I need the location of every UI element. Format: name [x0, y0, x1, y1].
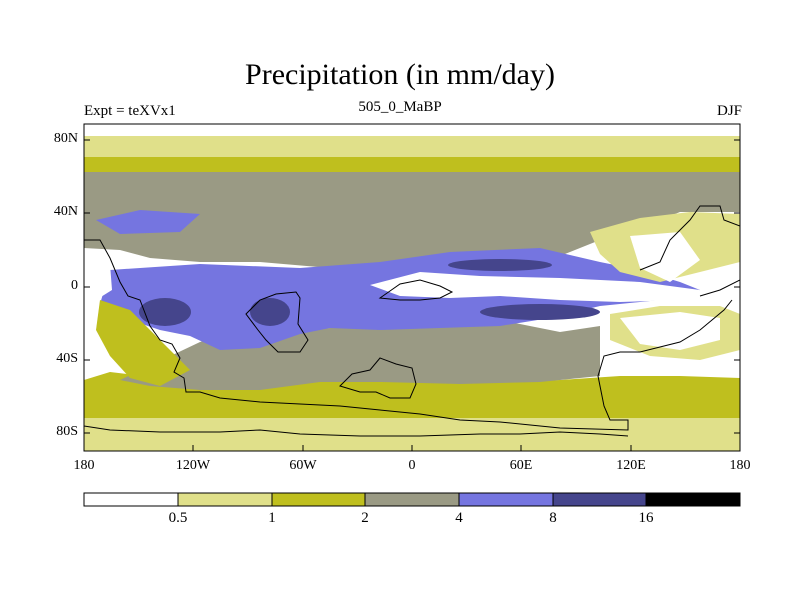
- tick-marks: [83, 139, 741, 451]
- level-band-sw-olive: [96, 300, 190, 386]
- lat-tick-40s: 40S: [56, 351, 78, 366]
- plot-title: Precipitation (in mm/day): [245, 58, 555, 91]
- lon-tick-0: 0: [408, 458, 416, 473]
- colorbar-swatch-4: [459, 493, 553, 506]
- colorbar-label-16: 16: [638, 510, 654, 526]
- level-band-north-blue: [96, 210, 200, 234]
- coast-southern: [84, 239, 733, 431]
- colorbar-label-2: 2: [361, 510, 369, 526]
- lon-tick-120w: 120W: [175, 458, 211, 473]
- precip-field: [84, 124, 740, 451]
- coast-continent-d: [639, 205, 740, 297]
- level-band-itcz-blue: [100, 248, 700, 350]
- colorbar: [83, 492, 741, 507]
- colorbar-swatch-2: [272, 493, 365, 506]
- coast-antarctic: [84, 425, 629, 437]
- time-label: 505_0_MaBP: [358, 99, 442, 115]
- colorbar-frame: [83, 492, 741, 507]
- colorbar-swatch-6: [646, 493, 740, 506]
- level-band-south-olive: [84, 372, 740, 420]
- colorbar-label-1: 1: [268, 510, 276, 526]
- lon-tick-60w: 60W: [289, 458, 317, 473]
- lat-tick-40n: 40N: [53, 204, 78, 219]
- colorbar-swatch-0: [84, 493, 178, 506]
- colorbar-swatch-5: [553, 493, 646, 506]
- coast-continent-c: [378, 279, 454, 301]
- level-band-ne-dry: [630, 232, 700, 282]
- season-label: DJF: [716, 103, 742, 119]
- colorbar-swatch-1: [178, 493, 272, 506]
- lon-tick-60e: 60E: [509, 458, 533, 473]
- lon-tick-120e: 120E: [616, 458, 646, 473]
- colorbar-swatch-3: [365, 493, 459, 506]
- lat-tick-0: 0: [71, 278, 78, 293]
- level-band-dry-tongue: [370, 272, 700, 302]
- colorbar-label-4: 4: [455, 510, 463, 526]
- coast-continent-a: [245, 291, 309, 353]
- level-band-high-lat-n2: [84, 145, 740, 158]
- colorbar-label-8: 8: [549, 510, 557, 526]
- level-band-high-lat-n1: [84, 136, 740, 147]
- coastlines: [84, 205, 740, 437]
- level-band-w-dry: [84, 262, 112, 300]
- level-band-max-3: [448, 259, 552, 271]
- colorbar-label-0-5: 0.5: [168, 510, 188, 526]
- lat-tick-80s: 80S: [56, 424, 78, 439]
- experiment-label: Expt = teXVx1: [84, 103, 176, 119]
- lon-tick-180e: 180: [729, 458, 751, 473]
- level-band-north-mid: [84, 157, 740, 173]
- level-band-max-4: [480, 304, 600, 320]
- level-band-se-dry: [620, 312, 720, 350]
- level-band-north-gray: [84, 172, 740, 272]
- level-band-max-1: [139, 298, 191, 326]
- lon-tick-180w: 180: [73, 458, 95, 473]
- level-band-max-2: [250, 298, 290, 326]
- lat-tick-80n: 80N: [53, 131, 78, 146]
- coast-continent-b: [339, 357, 417, 399]
